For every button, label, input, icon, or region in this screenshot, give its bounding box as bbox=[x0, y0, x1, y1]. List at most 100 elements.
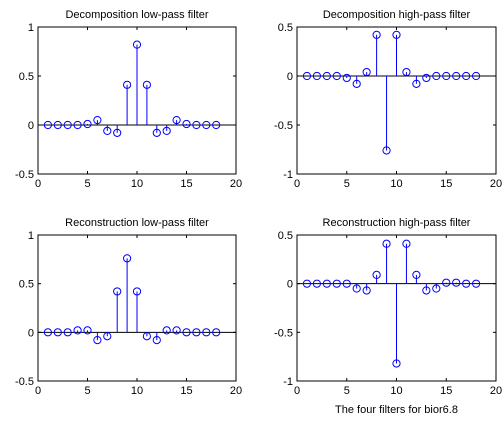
y-tick-label: -1 bbox=[283, 376, 293, 388]
x-tick-label: 5 bbox=[84, 385, 90, 397]
y-tick-label: 0.5 bbox=[19, 71, 34, 83]
x-tick-label: 0 bbox=[35, 178, 41, 190]
stem-marker bbox=[432, 71, 441, 81]
stem-marker bbox=[452, 278, 461, 287]
x-tick-label: 15 bbox=[440, 385, 452, 397]
y-tick-label: 0 bbox=[287, 279, 293, 291]
y-tick-label: -0.5 bbox=[274, 327, 293, 339]
stem-marker bbox=[332, 279, 341, 288]
stem-marker bbox=[372, 30, 381, 39]
x-tick-label: 15 bbox=[180, 178, 192, 190]
chart-title: Decomposition high-pass filter bbox=[323, 9, 471, 21]
stem-marker bbox=[472, 279, 481, 288]
x-tick-label: 5 bbox=[84, 178, 90, 190]
x-tick-label: 0 bbox=[35, 385, 41, 397]
stem-marker bbox=[172, 326, 181, 335]
stem-marker bbox=[103, 332, 112, 341]
stem-marker bbox=[462, 71, 471, 81]
x-tick-label: 20 bbox=[490, 178, 502, 190]
stem-marker bbox=[172, 116, 181, 125]
chart-title: Reconstruction low-pass filter bbox=[65, 217, 209, 229]
x-tick-label: 10 bbox=[390, 385, 402, 397]
stem-marker bbox=[402, 67, 411, 77]
y-tick-label: 1 bbox=[28, 230, 34, 242]
y-tick-label: 0 bbox=[28, 120, 34, 132]
figure-caption: The four filters for bior6.8 bbox=[335, 404, 458, 416]
stem-marker bbox=[142, 80, 151, 89]
stem-marker bbox=[192, 328, 201, 337]
stem-marker bbox=[83, 119, 92, 129]
stem-marker bbox=[103, 126, 112, 135]
stem-marker bbox=[412, 79, 421, 88]
stem-marker bbox=[182, 328, 191, 337]
stem-marker bbox=[182, 119, 191, 129]
y-tick-label: -1 bbox=[283, 169, 293, 181]
stem-marker bbox=[452, 71, 461, 81]
stem-marker bbox=[412, 270, 421, 280]
stem-marker bbox=[332, 71, 341, 81]
stem-marker bbox=[312, 71, 321, 81]
stem-marker bbox=[43, 328, 53, 337]
stem-marker bbox=[422, 73, 431, 83]
y-tick-label: 0 bbox=[28, 327, 34, 339]
stem-marker bbox=[113, 287, 122, 296]
stem-marker bbox=[53, 328, 62, 337]
chart-panel-reconstruction-low-pass: Reconstruction low-pass filter 0 5 10 15 20-… bbox=[15, 217, 242, 397]
stem-marker bbox=[192, 120, 201, 130]
stem-marker bbox=[472, 71, 481, 81]
stem-marker bbox=[442, 71, 451, 81]
y-tick-label: 0.5 bbox=[278, 22, 293, 34]
y-tick-label: 1 bbox=[28, 22, 34, 34]
stem-marker bbox=[212, 328, 221, 337]
stem-marker bbox=[123, 254, 132, 263]
chart-title: Reconstruction high-pass filter bbox=[323, 217, 471, 229]
stem-marker bbox=[93, 116, 102, 125]
stem-marker bbox=[322, 71, 331, 81]
stem-marker bbox=[382, 146, 391, 155]
stem-marker bbox=[342, 73, 351, 83]
stem-marker bbox=[142, 332, 151, 341]
stem-marker bbox=[352, 284, 361, 293]
x-tick-label: 5 bbox=[344, 178, 350, 190]
stem-marker bbox=[202, 120, 211, 130]
stem-marker bbox=[212, 120, 221, 130]
stem-marker bbox=[113, 128, 122, 137]
stem-marker bbox=[162, 326, 171, 335]
chart-panel-decomposition-high-pass: Decomposition high-pass filter 0 5 10 15 20 -… bbox=[274, 9, 502, 190]
stem-marker bbox=[362, 286, 371, 295]
stem-marker bbox=[402, 239, 411, 248]
x-tick-label: 10 bbox=[131, 178, 143, 190]
x-tick-label: 0 bbox=[294, 385, 300, 397]
stem-marker bbox=[43, 120, 53, 130]
stem-marker bbox=[372, 270, 381, 280]
x-tick-label: 10 bbox=[390, 178, 402, 190]
y-tick-label: -0.5 bbox=[15, 376, 34, 388]
stem-marker bbox=[63, 328, 72, 337]
stem-marker bbox=[322, 279, 331, 288]
stem-marker bbox=[392, 30, 401, 39]
stem-marker bbox=[202, 328, 211, 337]
x-tick-label: 0 bbox=[294, 178, 300, 190]
stem-marker bbox=[73, 326, 82, 335]
stem-marker bbox=[132, 287, 142, 296]
y-tick-label: 0 bbox=[287, 71, 293, 83]
x-tick-label: 5 bbox=[344, 385, 350, 397]
stem-marker bbox=[53, 120, 62, 130]
x-tick-label: 15 bbox=[440, 178, 452, 190]
stem-marker bbox=[342, 279, 351, 288]
y-tick-label: 0.5 bbox=[19, 279, 34, 291]
x-tick-label: 20 bbox=[230, 178, 242, 190]
stem-marker bbox=[462, 279, 471, 288]
x-tick-label: 10 bbox=[131, 385, 143, 397]
stem-marker bbox=[432, 284, 441, 293]
y-tick-label: 0.5 bbox=[278, 230, 293, 242]
stem-marker bbox=[63, 120, 72, 130]
stem-marker bbox=[422, 286, 431, 295]
stem-marker bbox=[152, 128, 161, 137]
stem-marker bbox=[352, 79, 361, 88]
stem-marker bbox=[362, 67, 371, 77]
chart-title: Decomposition low-pass filter bbox=[65, 9, 208, 21]
x-tick-label: 20 bbox=[230, 385, 242, 397]
y-tick-label: -0.5 bbox=[15, 169, 34, 181]
